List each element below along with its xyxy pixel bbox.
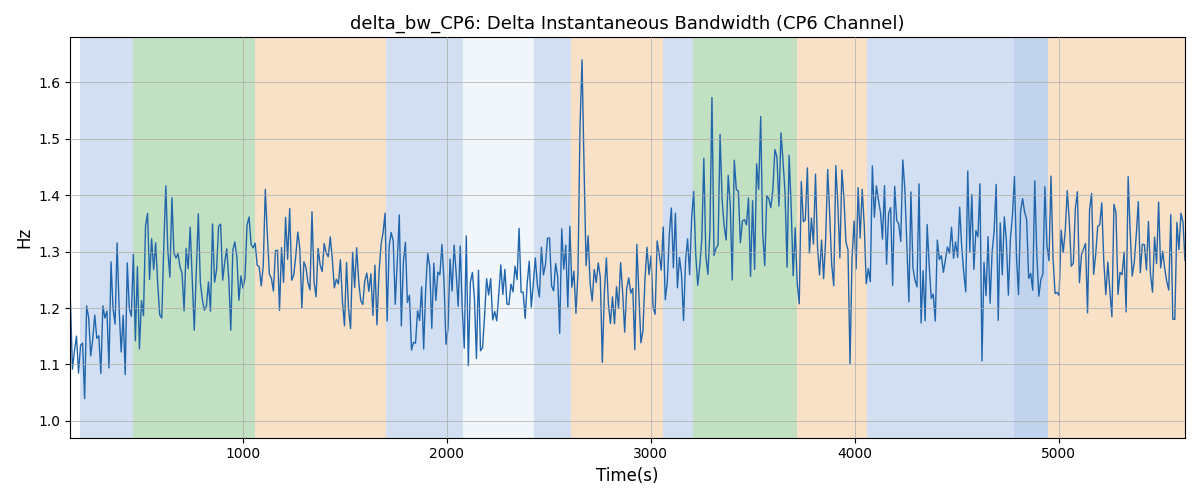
Bar bbox=[79, 38, 133, 438]
Bar bbox=[571, 38, 662, 438]
Bar bbox=[1014, 38, 1049, 438]
Bar bbox=[463, 38, 534, 438]
Bar bbox=[1049, 38, 1186, 438]
Bar bbox=[133, 38, 254, 438]
Bar bbox=[534, 38, 571, 438]
Title: delta_bw_CP6: Delta Instantaneous Bandwidth (CP6 Channel): delta_bw_CP6: Delta Instantaneous Bandwi… bbox=[350, 15, 905, 34]
Bar bbox=[385, 38, 463, 438]
Bar bbox=[694, 38, 798, 438]
Y-axis label: Hz: Hz bbox=[14, 227, 32, 248]
Bar bbox=[866, 38, 1014, 438]
Bar bbox=[798, 38, 866, 438]
X-axis label: Time(s): Time(s) bbox=[596, 467, 659, 485]
Bar bbox=[254, 38, 385, 438]
Bar bbox=[662, 38, 694, 438]
